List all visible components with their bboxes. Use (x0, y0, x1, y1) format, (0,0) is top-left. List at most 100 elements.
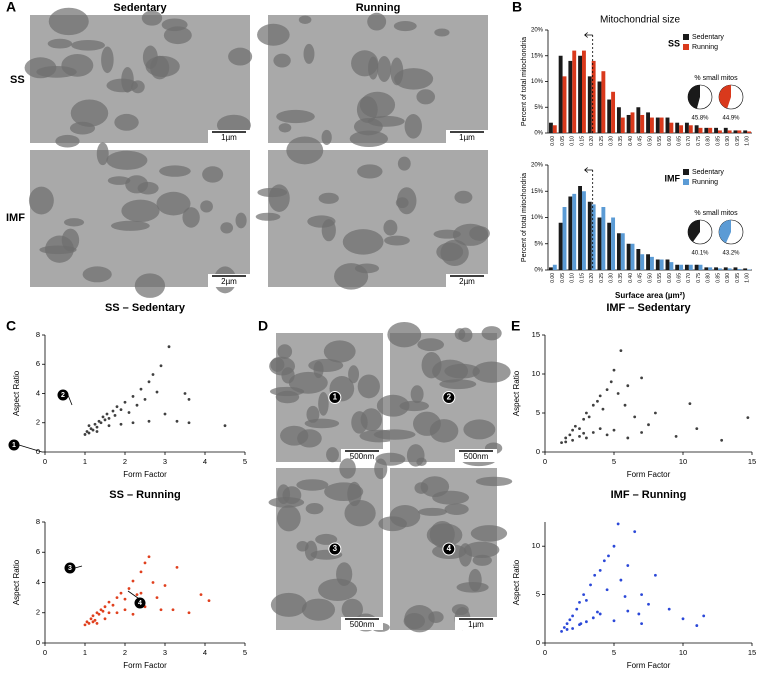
point (585, 620, 588, 624)
point (115, 405, 119, 409)
x-tick-label: 2 (123, 457, 127, 466)
point (107, 611, 111, 615)
point (143, 397, 147, 401)
bar (737, 130, 742, 133)
point (93, 422, 97, 426)
point (571, 614, 574, 618)
y-tick-label: 8 (36, 517, 40, 526)
point (155, 596, 159, 600)
point (640, 622, 643, 626)
annotation-arrow (18, 444, 43, 453)
mitochondrion-shape (342, 229, 384, 255)
y-tick-label: 20% (531, 163, 544, 169)
mitochondrion-shape (326, 447, 339, 463)
x-tick-label: 0.45 (638, 273, 644, 283)
point (135, 593, 139, 596)
x-tick-label: 0.15 (579, 273, 585, 283)
mitochondrion-shape (159, 165, 191, 177)
y-tick-label: 10 (532, 541, 540, 550)
y-tick-label: 15 (532, 330, 540, 339)
bar (587, 201, 592, 270)
mitochondrion-shape (63, 218, 85, 227)
point (568, 433, 572, 437)
bar (723, 267, 728, 270)
point (131, 421, 135, 425)
x-tick-label: 0.85 (715, 273, 721, 283)
annotation-circle (134, 597, 146, 609)
x-tick-label: 0.35 (618, 273, 624, 283)
mitochondrion-shape (387, 321, 422, 348)
chart-title: IMF – Sedentary (606, 302, 691, 314)
point (89, 617, 93, 621)
mitochondrion-shape (270, 592, 307, 617)
point (115, 596, 119, 600)
mitochondrion-shape (315, 533, 338, 545)
panel-letter: A (6, 0, 16, 15)
x-tick-label: 15 (748, 648, 756, 657)
point (585, 436, 588, 440)
point (578, 435, 581, 438)
x-tick-label: 1 (83, 457, 87, 466)
bar (552, 125, 557, 133)
x-tick-label: 0 (543, 457, 547, 466)
point (147, 555, 151, 559)
x-tick-label: 4 (203, 648, 207, 657)
bar (714, 267, 718, 270)
mitochondrion-shape (288, 371, 328, 394)
scale-bar-label: 2µm (459, 277, 475, 286)
point (598, 394, 602, 398)
mitochondrion-shape (200, 200, 213, 213)
y-axis-label: Percent of total mitochondria (521, 173, 528, 262)
bar (704, 267, 709, 270)
point (602, 559, 606, 563)
point (91, 428, 95, 432)
point (605, 388, 609, 391)
point (616, 392, 620, 395)
x-tick-label: 0.15 (579, 136, 585, 146)
x-tick-label: 0.00 (550, 273, 556, 283)
x-tick-label: 0.70 (686, 273, 692, 283)
bar (733, 267, 738, 270)
point (560, 441, 563, 445)
y-axis-label: Aspect Ratio (12, 559, 21, 605)
annotation-label: 4 (138, 600, 142, 607)
pie-slice (719, 85, 731, 109)
mitochondrion-shape (137, 181, 159, 195)
mitochondrion-shape (367, 12, 387, 31)
point (601, 407, 605, 411)
mitochondrion-shape (268, 497, 305, 508)
bar (640, 254, 645, 270)
mitochondrion-shape (418, 507, 448, 516)
micrograph (30, 15, 250, 143)
point (598, 612, 602, 616)
point (199, 593, 203, 596)
point (562, 626, 566, 629)
point (87, 424, 91, 428)
y-tick-label: 5 (536, 590, 540, 599)
point (103, 605, 107, 609)
mitochondrion-shape (359, 91, 396, 119)
pie-slice (687, 85, 700, 109)
point (565, 628, 569, 631)
point (626, 564, 630, 567)
row-label: SS (10, 74, 25, 86)
mitochondrion-shape (394, 68, 434, 90)
column-title: Running (356, 2, 401, 14)
point (147, 380, 151, 384)
mitochondrion-shape (307, 215, 336, 228)
legend-swatch (683, 169, 689, 175)
marker-circle (328, 542, 342, 556)
marker-circle (442, 391, 456, 404)
mitochondrion-shape (357, 164, 383, 179)
mitochondrion-shape (434, 28, 450, 37)
scale-bar-box (208, 130, 250, 143)
y-tick-label: 10 (532, 369, 540, 378)
mitochondrion-shape (106, 150, 148, 170)
point (119, 591, 123, 595)
marker-circle (328, 391, 342, 404)
mitochondrion-shape (228, 47, 253, 66)
mitochondrion-shape (475, 476, 513, 487)
y-tick-label: 15% (531, 53, 544, 59)
panel-letter: C (6, 318, 16, 334)
group-label: SS (668, 38, 680, 48)
